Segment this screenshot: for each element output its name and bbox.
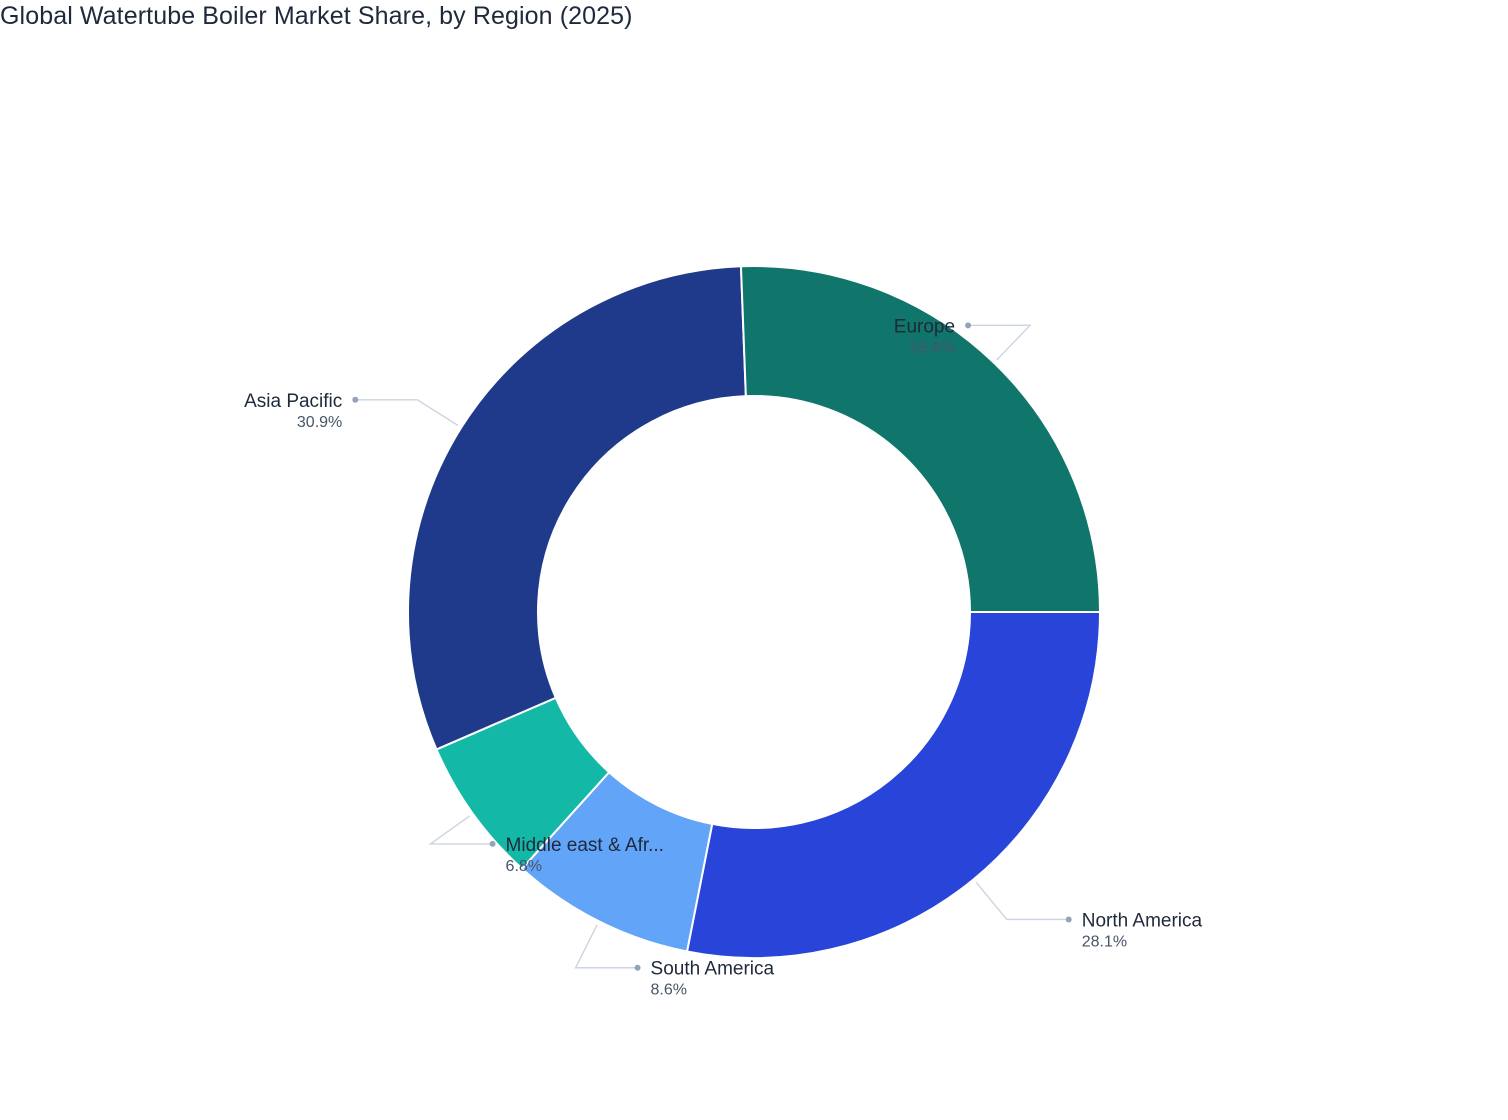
leader-line-middle-east-africa — [428, 815, 493, 845]
slice-north-america[interactable] — [686, 611, 1101, 959]
leader-line-asia-pacific — [355, 399, 459, 426]
leader-dot-europe — [965, 322, 972, 329]
leader-line-north-america — [975, 881, 1069, 921]
slice-value-asia-pacific: 30.9% — [297, 414, 342, 431]
slice-label-europe: Europe — [894, 316, 955, 337]
leader-dot-asia-pacific — [352, 396, 359, 403]
slice-label-middle-east-africa: Middle east & Afr... — [506, 835, 664, 856]
slice-label-south-america: South America — [651, 959, 775, 980]
leader-dot-north-america — [1065, 916, 1072, 923]
slice-value-south-america: 8.6% — [651, 982, 687, 999]
slice-label-asia-pacific: Asia Pacific — [244, 391, 342, 412]
leader-line-south-america — [574, 924, 638, 969]
slice-asia-pacific[interactable] — [407, 265, 747, 751]
slice-value-north-america: 28.1% — [1082, 933, 1127, 950]
leader-dot-south-america — [634, 964, 641, 971]
chart-title: Global Watertube Boiler Market Share, by… — [0, 2, 633, 30]
slice-europe[interactable] — [739, 265, 1101, 613]
slices-layer — [407, 265, 1101, 959]
slice-value-europe: 25.6% — [910, 339, 955, 356]
labels-layer: North America 28.1% South America 8.6% Middl… — [244, 316, 1202, 998]
leader-dot-middle-east-africa — [489, 840, 496, 847]
slice-label-north-america: North America — [1082, 910, 1203, 931]
slice-value-middle-east-africa: 6.8% — [506, 858, 542, 875]
leader-line-europe — [968, 324, 1032, 361]
